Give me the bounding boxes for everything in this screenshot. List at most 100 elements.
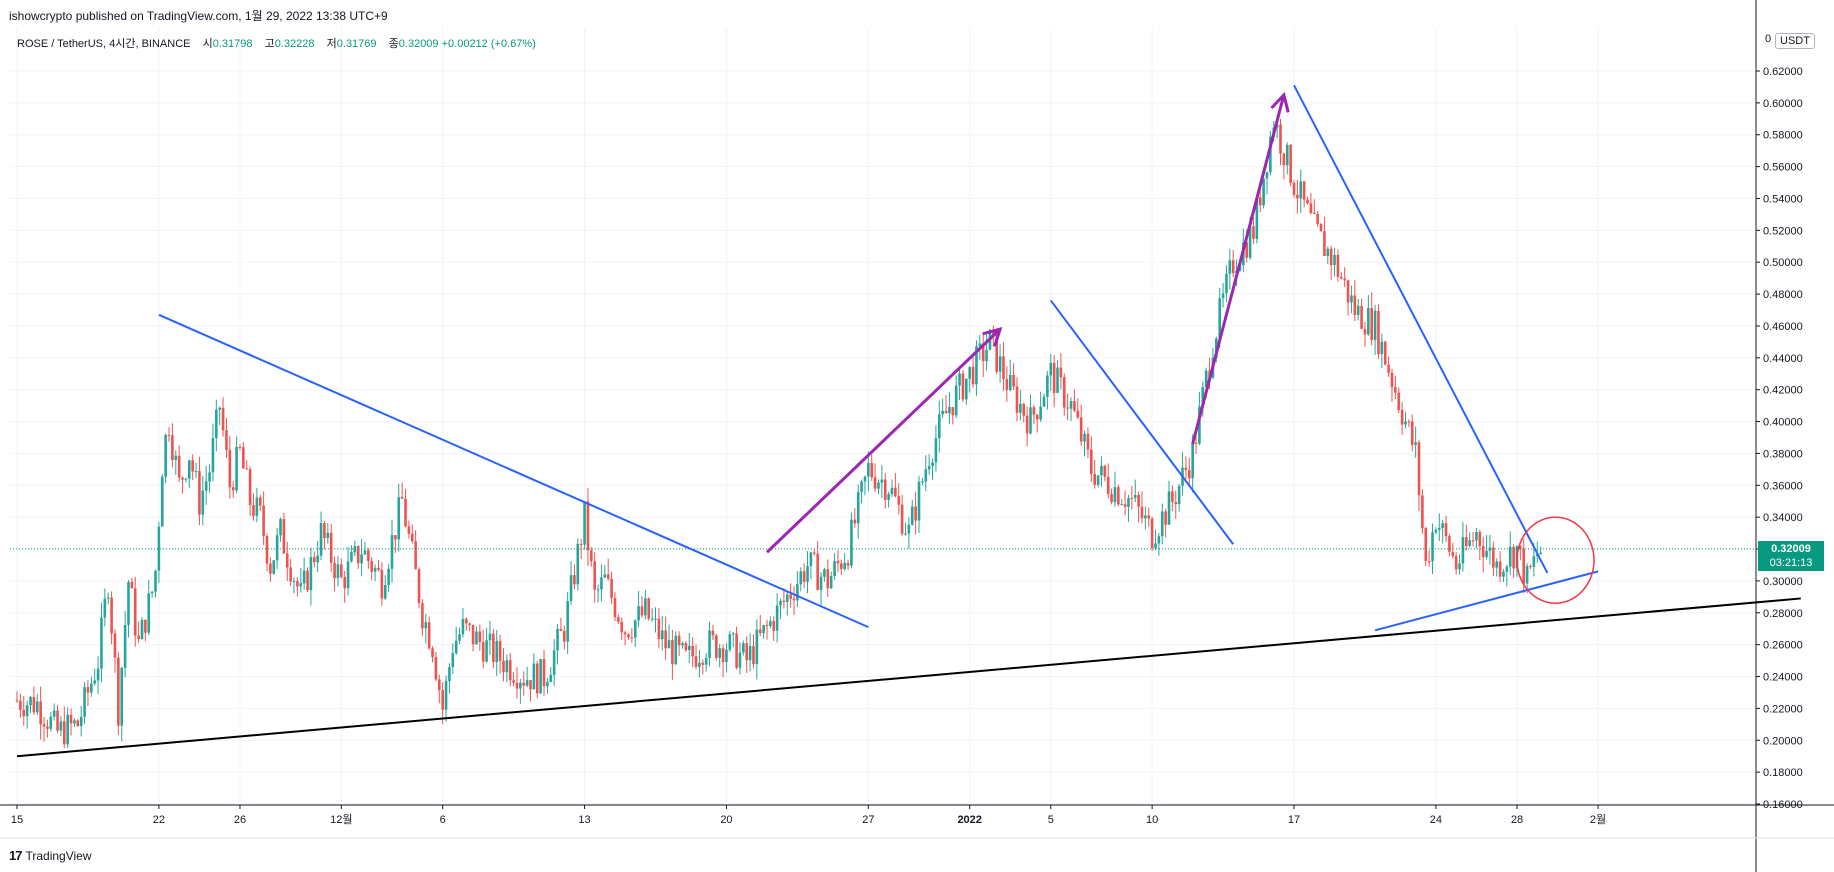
candle-body: [633, 620, 637, 638]
currency-unit-button[interactable]: USDT: [1775, 33, 1815, 49]
candle-body: [867, 463, 870, 477]
candle-body: [677, 635, 681, 646]
candle-body: [59, 721, 63, 731]
candle-body: [1387, 364, 1390, 373]
candle-body: [1269, 136, 1272, 173]
rally-arrow-2: [1191, 94, 1286, 445]
candle-body: [1441, 523, 1444, 528]
candle-body: [485, 640, 488, 662]
candle-body: [809, 552, 813, 567]
candle-body: [853, 519, 857, 524]
candle-body: [819, 576, 823, 590]
candle-body: [208, 472, 211, 482]
low-value: 0.31769: [336, 38, 377, 50]
candle-body: [1265, 172, 1269, 179]
candle-body: [1144, 515, 1147, 519]
candle-body: [1326, 248, 1330, 256]
x-tick-label: 2022: [957, 814, 981, 826]
candle-body: [590, 550, 593, 562]
candle-body: [144, 619, 147, 633]
candle-body: [66, 714, 69, 745]
candle-body: [883, 479, 887, 500]
candle-body: [1292, 182, 1296, 195]
candle-body: [1329, 248, 1333, 265]
candle-body: [167, 434, 171, 436]
candle-body: [248, 469, 252, 506]
candle-body: [1083, 433, 1086, 442]
candle-body: [1434, 529, 1438, 533]
candle-body: [796, 584, 799, 601]
candle-body: [269, 563, 272, 574]
candle-body: [1187, 470, 1191, 479]
candle-body: [519, 682, 522, 689]
candle-body: [83, 687, 86, 717]
candle-body: [789, 594, 792, 599]
candle-body: [782, 600, 786, 602]
candle-body: [1191, 442, 1194, 479]
candle-body: [1012, 374, 1015, 387]
tradingview-footer[interactable]: 17 TradingView: [9, 848, 92, 863]
candle-body: [698, 662, 701, 667]
candle-body: [15, 700, 19, 702]
candle-body: [1481, 546, 1485, 558]
candle-body: [1522, 548, 1526, 584]
candle-body: [265, 536, 269, 564]
candle-body: [606, 574, 610, 579]
x-tick-label: 15: [11, 814, 23, 826]
y-tick-label: 0.26000: [1763, 640, 1803, 652]
candle-body: [566, 601, 569, 642]
candle-body: [623, 632, 627, 635]
candle-body: [1461, 537, 1465, 564]
symbol-label[interactable]: ROSE / TetherUS, 4시간, BINANCE: [17, 38, 191, 50]
candle-body: [873, 477, 877, 489]
candle-body: [542, 659, 546, 687]
publisher-line: ishowcrypto published on TradingView.com…: [9, 9, 388, 23]
candle-body: [769, 620, 772, 626]
candle-body: [1032, 407, 1036, 415]
candle-body: [164, 434, 167, 477]
candle-body: [340, 564, 343, 578]
trendline-long-support: [16, 597, 1801, 758]
candle-body: [29, 697, 32, 706]
candle-body: [1160, 511, 1164, 537]
candle-body: [204, 481, 208, 491]
candle-body: [157, 526, 161, 571]
candle-body: [465, 618, 468, 624]
candle-body: [397, 497, 401, 540]
candle-body: [76, 720, 80, 727]
candle-body: [1296, 194, 1299, 199]
candle-body: [1289, 144, 1292, 183]
candle-body: [775, 605, 779, 631]
candle-body: [231, 487, 235, 491]
candle-body: [907, 524, 911, 534]
candle-body: [1539, 552, 1542, 555]
candle-body: [1177, 485, 1181, 505]
candle-body: [927, 466, 931, 470]
candle-body: [1519, 546, 1522, 549]
candle-body: [1255, 197, 1259, 239]
candle-body: [39, 701, 42, 725]
candle-body: [1410, 421, 1414, 445]
y-tick-label: 0.34000: [1763, 512, 1803, 524]
candle-body: [353, 546, 357, 553]
x-tick-label: 24: [1430, 814, 1442, 826]
x-tick-label: 22: [153, 814, 165, 826]
candle-body: [904, 533, 907, 535]
candle-body: [421, 603, 424, 629]
candle-body: [1204, 370, 1208, 388]
candle-body: [600, 577, 603, 590]
candle-body: [785, 594, 789, 602]
candle-body: [748, 646, 752, 661]
y-tick-label: 0.40000: [1763, 417, 1803, 429]
candle-body: [1431, 532, 1434, 562]
candle-body: [1225, 273, 1228, 294]
candle-body: [870, 463, 874, 478]
candle-body: [816, 553, 819, 590]
candle-body: [356, 546, 360, 564]
candle-body: [701, 662, 705, 665]
candle-body: [1360, 305, 1363, 329]
candle-body: [1066, 407, 1069, 409]
candle-body: [1333, 254, 1336, 265]
candle-body: [1508, 546, 1512, 567]
